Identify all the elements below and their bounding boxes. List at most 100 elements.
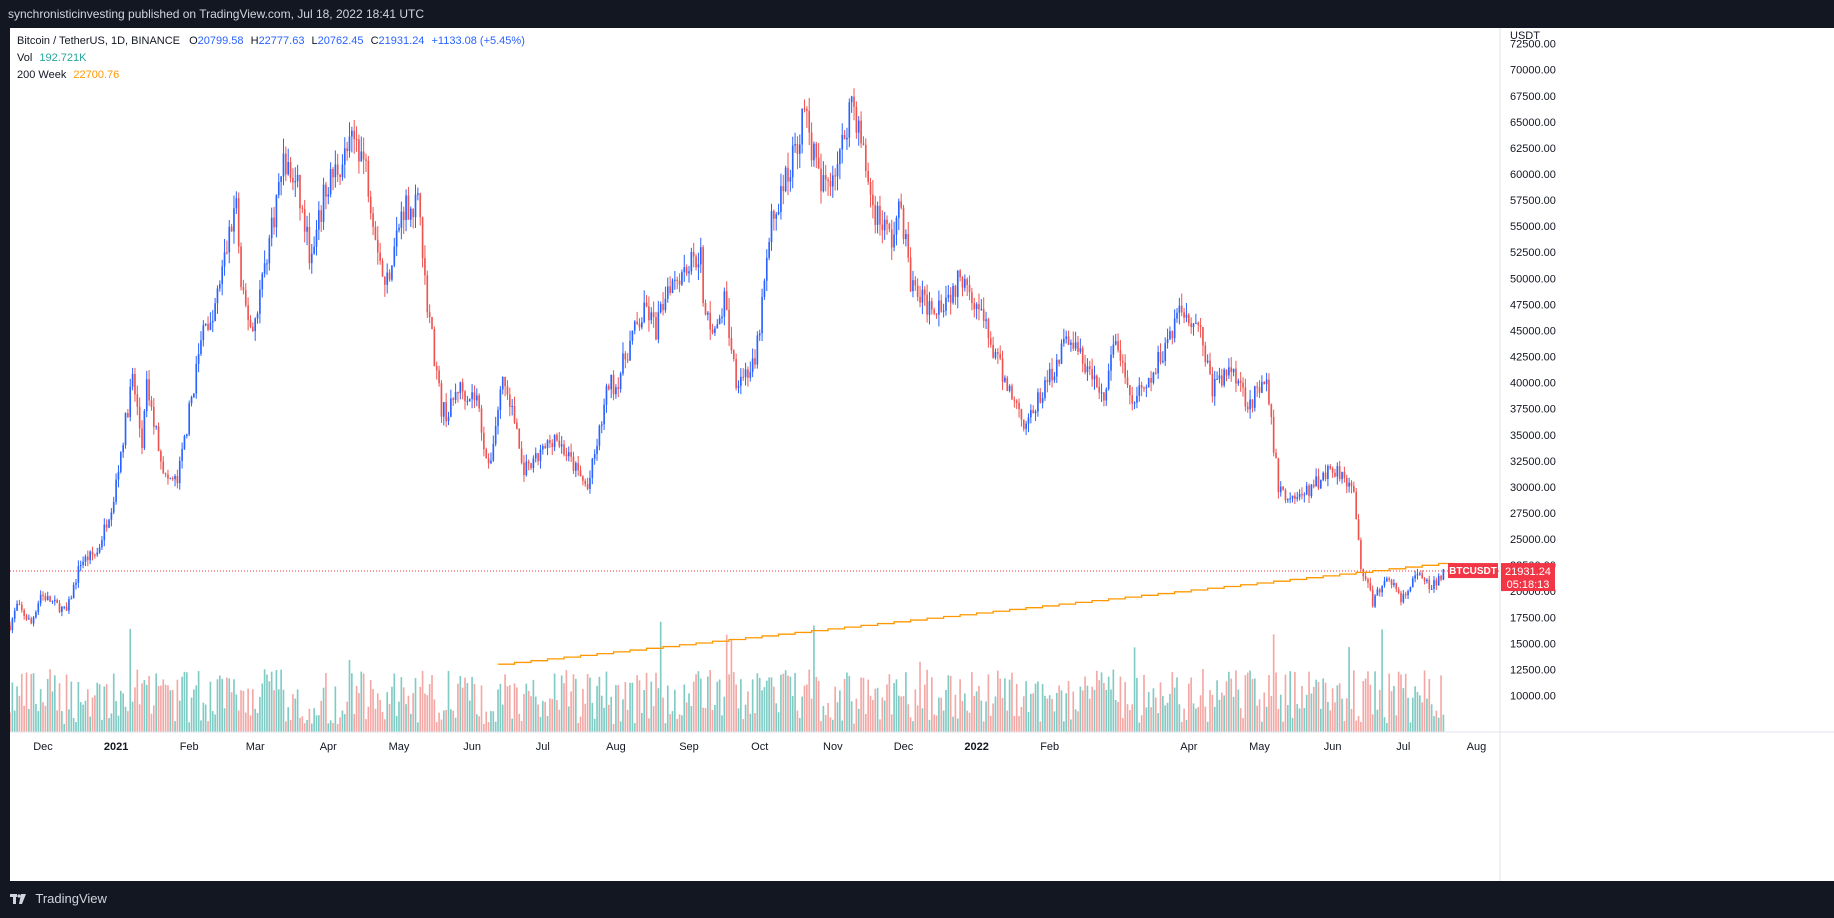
volume-bar bbox=[367, 706, 370, 732]
volume-bar bbox=[1053, 711, 1056, 732]
candle bbox=[633, 320, 636, 335]
volume-bar bbox=[834, 686, 836, 732]
chart-panel[interactable]: USDT 72500.00 70000.00 67500.00 65000.00 625… bbox=[10, 28, 1834, 881]
volume-bar bbox=[857, 708, 860, 732]
volume-bar bbox=[157, 685, 160, 732]
volume-bar bbox=[181, 676, 183, 732]
candle bbox=[277, 173, 280, 199]
candle bbox=[1256, 382, 1258, 397]
volume-bar bbox=[1435, 710, 1438, 732]
price-chart[interactable]: USDT 72500.00 70000.00 67500.00 65000.00 625… bbox=[10, 28, 1834, 881]
volume-bar bbox=[1164, 705, 1167, 732]
volume-bar bbox=[282, 689, 285, 732]
price-tick-label: 40000.00 bbox=[1510, 378, 1556, 390]
candle bbox=[63, 606, 66, 610]
volume-bar bbox=[214, 714, 216, 732]
volume-bar bbox=[1162, 696, 1164, 732]
candle bbox=[1100, 383, 1103, 402]
candle bbox=[282, 138, 285, 186]
candle bbox=[1001, 350, 1004, 391]
candle bbox=[674, 270, 676, 290]
volume-layer bbox=[10, 621, 1445, 732]
candle bbox=[58, 600, 61, 614]
candle bbox=[447, 411, 450, 426]
volume-bar bbox=[579, 716, 582, 732]
candle bbox=[902, 204, 905, 245]
candle bbox=[143, 408, 146, 451]
volume-bar bbox=[839, 690, 841, 732]
price-tick-label: 37500.00 bbox=[1510, 404, 1556, 416]
candle bbox=[829, 172, 832, 197]
volume-bar bbox=[457, 683, 459, 732]
candle bbox=[438, 365, 440, 387]
volume-bar bbox=[850, 701, 853, 732]
time-axis[interactable]: Dec 2021 Feb Mar Apr May Jun Jul Aug Sep Oct Nov Dec… bbox=[33, 741, 1486, 753]
candle bbox=[789, 169, 792, 192]
candle bbox=[1046, 370, 1049, 393]
volume-bar bbox=[483, 723, 485, 732]
symbol-tag[interactable]: BTCUSDT bbox=[1448, 563, 1498, 579]
volume-bar bbox=[117, 715, 120, 732]
candle bbox=[702, 245, 704, 307]
candle bbox=[155, 425, 157, 430]
tradingview-logo-icon[interactable] bbox=[10, 882, 26, 918]
volume-bar bbox=[372, 689, 374, 732]
candle bbox=[534, 447, 537, 463]
volume-bar bbox=[247, 688, 249, 732]
volume-label[interactable]: Vol bbox=[17, 52, 33, 64]
candle bbox=[956, 270, 959, 309]
candle bbox=[820, 153, 822, 204]
volume-bar bbox=[881, 697, 884, 732]
volume-bar bbox=[928, 719, 931, 732]
candle bbox=[233, 195, 235, 244]
volume-bar bbox=[1324, 682, 1327, 732]
candle bbox=[1263, 381, 1266, 385]
volume-bar bbox=[1289, 671, 1291, 732]
volume-bar bbox=[1378, 689, 1381, 732]
volume-bar bbox=[1070, 719, 1072, 732]
volume-bar bbox=[1225, 681, 1228, 732]
price-axis[interactable]: 72500.00 70000.00 67500.00 65000.00 62500.00… bbox=[1510, 39, 1556, 703]
candle bbox=[122, 442, 124, 458]
volume-bar bbox=[1223, 695, 1225, 732]
volume-bar bbox=[1272, 634, 1275, 732]
candle bbox=[560, 436, 563, 454]
volume-bar bbox=[945, 689, 947, 732]
candle bbox=[935, 313, 938, 319]
volume-bar bbox=[735, 684, 737, 732]
volume-bar bbox=[709, 670, 712, 732]
candle bbox=[1204, 341, 1207, 367]
bar-countdown: 05:18:13 bbox=[1507, 579, 1550, 591]
candle bbox=[872, 179, 874, 219]
candle bbox=[492, 435, 495, 462]
volume-bar bbox=[332, 722, 334, 732]
candle bbox=[1199, 318, 1202, 338]
candle bbox=[280, 176, 282, 196]
price-tick-label: 65000.00 bbox=[1510, 117, 1556, 129]
candle bbox=[473, 385, 476, 408]
candle bbox=[834, 168, 836, 191]
volume-bar bbox=[329, 720, 332, 732]
candle bbox=[1397, 587, 1400, 595]
volume-bar bbox=[480, 685, 483, 732]
volume-bar bbox=[1209, 690, 1211, 732]
candle bbox=[648, 296, 650, 332]
volume-bar bbox=[1006, 710, 1009, 732]
symbol-title[interactable]: Bitcoin / TetherUS, 1D, BINANCE bbox=[17, 35, 181, 47]
time-tick-label: Jul bbox=[1396, 741, 1410, 753]
last-price-label[interactable]: 21931.24 05:18:13 bbox=[1501, 563, 1555, 592]
price-tick-label: 47500.00 bbox=[1510, 299, 1556, 311]
volume-bar bbox=[384, 719, 386, 732]
candle bbox=[230, 223, 233, 232]
volume-bar bbox=[1336, 685, 1339, 732]
volume-bar bbox=[393, 673, 396, 732]
candle bbox=[1409, 586, 1412, 593]
volume-bar bbox=[398, 701, 400, 732]
candle bbox=[1213, 370, 1216, 406]
candle bbox=[386, 263, 389, 294]
candle bbox=[259, 279, 261, 324]
volume-bar bbox=[1301, 685, 1303, 732]
candle bbox=[636, 311, 638, 325]
ma-label[interactable]: 200 Week bbox=[17, 69, 67, 81]
candle bbox=[525, 454, 528, 477]
